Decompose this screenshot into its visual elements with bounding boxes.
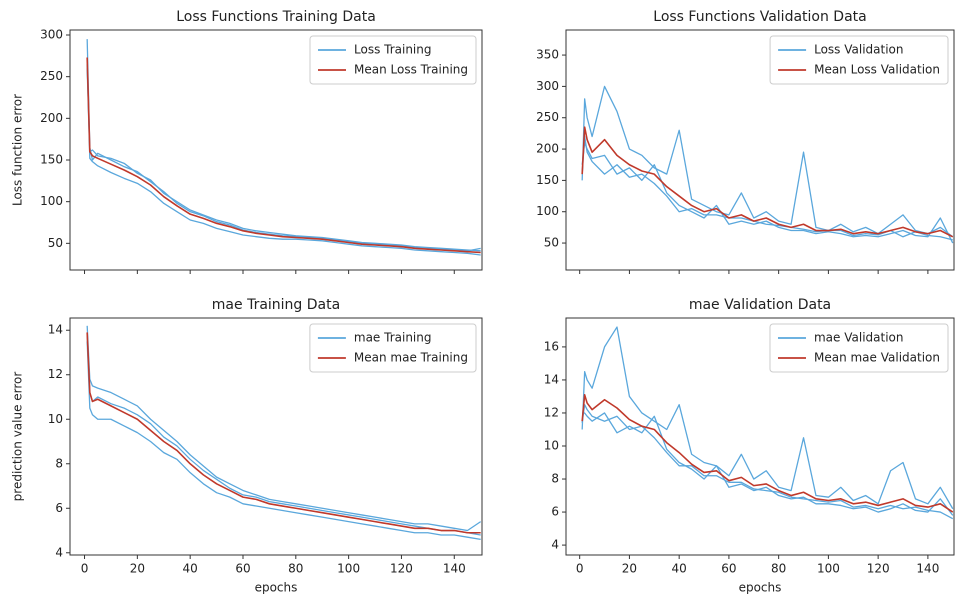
legend-box bbox=[769, 323, 949, 373]
y-tick-label: 4 bbox=[551, 538, 559, 552]
x-tick-label: 120 bbox=[867, 562, 890, 576]
series-line bbox=[581, 394, 954, 513]
x-tick-label: 0 bbox=[576, 562, 584, 576]
x-tick-label: 60 bbox=[721, 562, 736, 576]
series-line bbox=[86, 39, 481, 252]
axes-frame bbox=[565, 317, 955, 556]
chart-title: Loss Functions Training Data bbox=[176, 9, 376, 25]
x-tick-label: 40 bbox=[672, 562, 687, 576]
legend-label: Mean mae Training bbox=[354, 351, 468, 365]
chart-title: mae Validation Data bbox=[689, 297, 831, 313]
legend: mae Validation Mean mae Validation bbox=[769, 323, 949, 373]
legend-label: Mean Loss Validation bbox=[814, 63, 940, 77]
legend-label: mae Training bbox=[354, 331, 432, 345]
y-tick-label: 100 bbox=[536, 204, 559, 218]
chart-title: mae Training Data bbox=[212, 297, 340, 313]
legend-label: Mean mae Validation bbox=[814, 351, 940, 365]
x-tick-label: 40 bbox=[183, 562, 198, 576]
y-tick-label: 300 bbox=[40, 28, 63, 42]
y-tick-label: 150 bbox=[40, 153, 63, 167]
y-tick-label: 16 bbox=[544, 339, 559, 353]
series-line bbox=[581, 126, 954, 238]
x-tick-label: 100 bbox=[337, 562, 360, 576]
series-line bbox=[86, 334, 481, 536]
x-tick-label: 20 bbox=[130, 562, 145, 576]
x-tick-label: 140 bbox=[916, 562, 939, 576]
x-tick-label: 100 bbox=[817, 562, 840, 576]
y-tick-label: 200 bbox=[536, 142, 559, 156]
series-line bbox=[86, 57, 481, 254]
y-tick-label: 8 bbox=[55, 456, 63, 470]
legend-label: mae Validation bbox=[814, 331, 904, 345]
y-tick-label: 50 bbox=[48, 236, 63, 250]
x-tick-label: 80 bbox=[288, 562, 303, 576]
y-tick-label: 200 bbox=[40, 111, 63, 125]
legend-label: Loss Training bbox=[354, 43, 431, 57]
legend-label: Mean Loss Training bbox=[354, 63, 468, 77]
x-tick-label: 20 bbox=[622, 562, 637, 576]
series-line bbox=[582, 412, 954, 516]
legend-box bbox=[769, 35, 949, 85]
series-line bbox=[581, 404, 954, 520]
y-axis-label: Loss function error bbox=[11, 94, 25, 206]
x-tick-label: 80 bbox=[771, 562, 786, 576]
series-line bbox=[86, 341, 481, 541]
legend-box bbox=[309, 323, 477, 373]
y-tick-label: 50 bbox=[544, 236, 559, 250]
y-tick-label: 6 bbox=[551, 505, 559, 519]
series-line bbox=[581, 135, 953, 241]
series-line bbox=[86, 325, 482, 532]
x-axis-label: epochs bbox=[255, 581, 298, 595]
x-tick-label: 60 bbox=[235, 562, 250, 576]
y-tick-label: 300 bbox=[536, 79, 559, 93]
y-tick-label: 350 bbox=[536, 48, 559, 62]
y-tick-label: 10 bbox=[48, 412, 63, 426]
x-axis-label: epochs bbox=[739, 581, 782, 595]
series-line bbox=[581, 85, 954, 238]
y-tick-label: 14 bbox=[48, 323, 63, 337]
y-tick-label: 250 bbox=[536, 110, 559, 124]
y-axis-label: prediction value error bbox=[11, 372, 25, 502]
y-tick-label: 8 bbox=[551, 472, 559, 486]
legend: Loss Validation Mean Loss Validation bbox=[769, 35, 949, 85]
axes-frame bbox=[69, 317, 483, 556]
y-tick-label: 250 bbox=[40, 69, 63, 83]
y-tick-label: 12 bbox=[48, 367, 63, 381]
x-tick-label: 0 bbox=[81, 562, 89, 576]
series-line bbox=[86, 68, 481, 256]
y-tick-label: 150 bbox=[536, 173, 559, 187]
series-line bbox=[581, 326, 954, 510]
axes-frame bbox=[69, 29, 483, 271]
axes-frame bbox=[565, 29, 955, 271]
series-line bbox=[86, 64, 481, 252]
y-tick-label: 14 bbox=[544, 372, 559, 386]
y-tick-label: 12 bbox=[544, 405, 559, 419]
legend: mae Training Mean mae Training bbox=[309, 323, 477, 373]
x-tick-label: 120 bbox=[390, 562, 413, 576]
chart-title: Loss Functions Validation Data bbox=[653, 9, 866, 25]
y-tick-label: 6 bbox=[55, 501, 63, 515]
legend-box bbox=[309, 35, 477, 85]
series-line bbox=[581, 142, 954, 244]
y-tick-label: 10 bbox=[544, 438, 559, 452]
legend: Loss Training Mean Loss Training bbox=[309, 35, 477, 85]
y-tick-label: 100 bbox=[40, 194, 63, 208]
legend-label: Loss Validation bbox=[814, 43, 903, 57]
y-tick-label: 4 bbox=[55, 545, 63, 559]
x-tick-label: 140 bbox=[443, 562, 466, 576]
series-line bbox=[86, 332, 481, 534]
